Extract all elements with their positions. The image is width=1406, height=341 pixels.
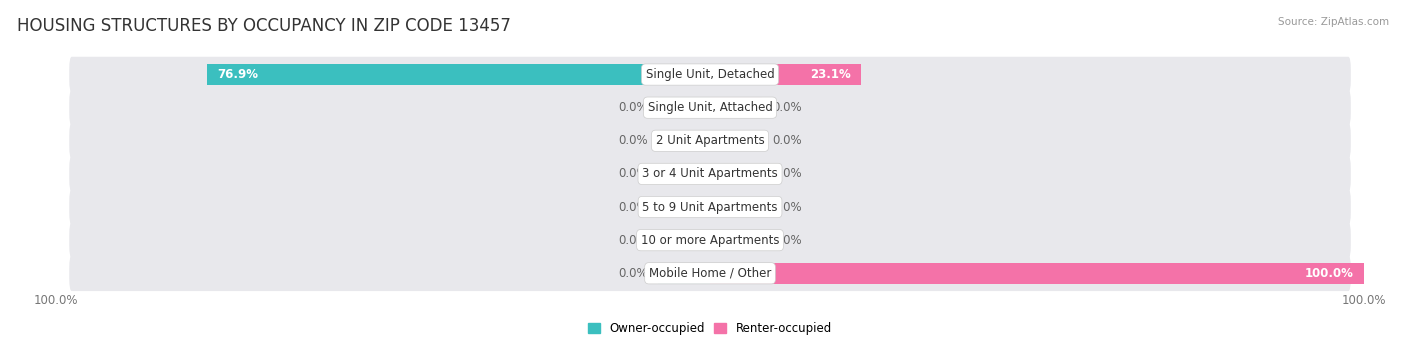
- Text: Source: ZipAtlas.com: Source: ZipAtlas.com: [1278, 17, 1389, 27]
- Bar: [710, 131, 762, 151]
- Text: 0.0%: 0.0%: [619, 234, 648, 247]
- Bar: [710, 230, 762, 250]
- Bar: [710, 263, 1364, 284]
- Text: 76.9%: 76.9%: [217, 68, 259, 81]
- Text: HOUSING STRUCTURES BY OCCUPANCY IN ZIP CODE 13457: HOUSING STRUCTURES BY OCCUPANCY IN ZIP C…: [17, 17, 510, 35]
- Text: 0.0%: 0.0%: [619, 101, 648, 114]
- Text: 0.0%: 0.0%: [619, 201, 648, 213]
- Text: 0.0%: 0.0%: [772, 167, 801, 180]
- Bar: [658, 197, 710, 217]
- Text: 0.0%: 0.0%: [772, 201, 801, 213]
- Bar: [710, 98, 762, 118]
- Bar: [658, 164, 710, 184]
- Bar: [710, 64, 860, 85]
- Text: 5 to 9 Unit Apartments: 5 to 9 Unit Apartments: [643, 201, 778, 213]
- Legend: Owner-occupied, Renter-occupied: Owner-occupied, Renter-occupied: [588, 322, 832, 335]
- FancyBboxPatch shape: [69, 57, 1351, 92]
- Text: Single Unit, Attached: Single Unit, Attached: [648, 101, 772, 114]
- FancyBboxPatch shape: [69, 90, 1351, 125]
- Text: 10 or more Apartments: 10 or more Apartments: [641, 234, 779, 247]
- Text: 0.0%: 0.0%: [772, 234, 801, 247]
- Bar: [710, 164, 762, 184]
- Bar: [658, 131, 710, 151]
- Text: 3 or 4 Unit Apartments: 3 or 4 Unit Apartments: [643, 167, 778, 180]
- FancyBboxPatch shape: [69, 189, 1351, 225]
- Text: 23.1%: 23.1%: [810, 68, 851, 81]
- Text: Single Unit, Detached: Single Unit, Detached: [645, 68, 775, 81]
- FancyBboxPatch shape: [69, 222, 1351, 258]
- FancyBboxPatch shape: [69, 123, 1351, 159]
- Bar: [710, 197, 762, 217]
- Text: 0.0%: 0.0%: [772, 101, 801, 114]
- Text: 100.0%: 100.0%: [1305, 267, 1354, 280]
- Text: 0.0%: 0.0%: [619, 134, 648, 147]
- Bar: [658, 98, 710, 118]
- Text: 0.0%: 0.0%: [772, 134, 801, 147]
- Text: 0.0%: 0.0%: [619, 267, 648, 280]
- FancyBboxPatch shape: [69, 255, 1351, 291]
- Bar: [658, 263, 710, 284]
- Text: 2 Unit Apartments: 2 Unit Apartments: [655, 134, 765, 147]
- Text: Mobile Home / Other: Mobile Home / Other: [648, 267, 772, 280]
- FancyBboxPatch shape: [69, 156, 1351, 192]
- Bar: [207, 64, 710, 85]
- Bar: [658, 230, 710, 250]
- Text: 0.0%: 0.0%: [619, 167, 648, 180]
